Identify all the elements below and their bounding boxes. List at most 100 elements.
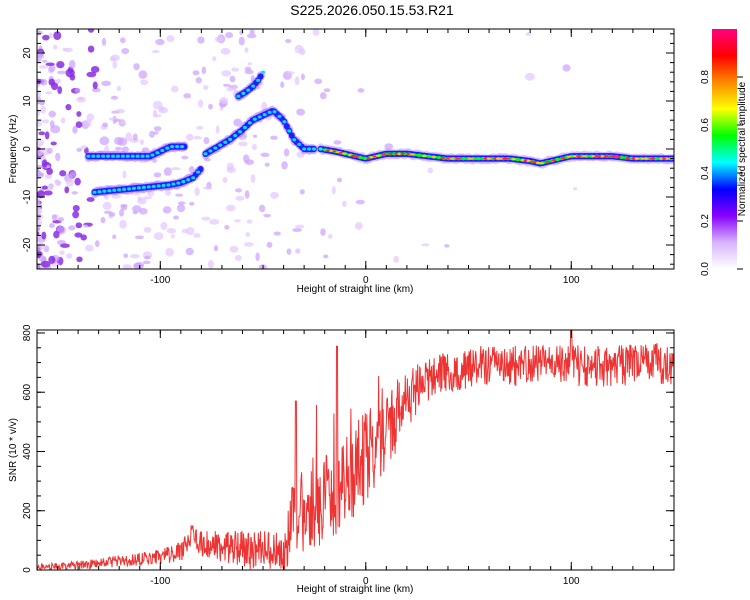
snr-y-label: SNR (10 * v/v): [8, 418, 19, 482]
noise-speckle: [119, 209, 124, 217]
noise-speckle: [37, 143, 41, 148]
noise-speckle: [222, 83, 231, 87]
noise-speckle: [40, 260, 51, 268]
noise-speckle: [116, 85, 122, 92]
noise-speckle: [110, 54, 120, 62]
noise-speckle: [102, 122, 108, 128]
zero-branch-left-core: [86, 154, 91, 158]
figure-title: S225.2026.050.15.53.R21: [290, 2, 454, 18]
lower-branch-core: [186, 178, 191, 182]
colorbar-tick-label: 0.2: [700, 214, 711, 228]
noise-speckle: [46, 167, 53, 175]
noise-speckle: [244, 66, 252, 72]
noise-speckle: [198, 99, 204, 108]
stable-tone-peak: [476, 157, 481, 160]
noise-speckle: [208, 103, 213, 110]
colorbar-tick-label: 0.6: [700, 118, 711, 132]
stable-tone-max: [582, 155, 588, 158]
noise-speckle: [132, 210, 138, 215]
noise-speckle: [40, 105, 46, 114]
noise-speckle: [153, 114, 162, 118]
rising-branch-core: [277, 114, 282, 118]
noise-speckle: [250, 174, 256, 183]
noise-speckle: [134, 235, 145, 240]
noise-speckle: [149, 130, 155, 138]
noise-speckle: [181, 155, 189, 160]
stable-tone-max: [440, 157, 446, 159]
noise-speckle: [39, 245, 49, 250]
noise-speckle: [243, 242, 254, 247]
noise-speckle: [176, 204, 186, 213]
noise-speckle: [138, 70, 148, 79]
noise-speckle: [65, 104, 72, 111]
noise-speckle: [185, 133, 194, 141]
noise-speckle: [300, 73, 305, 81]
stable-tone-max: [566, 155, 572, 158]
noise-speckle: [86, 197, 95, 202]
stable-tone-max: [431, 155, 436, 158]
stable-tone-max: [375, 154, 381, 157]
noise-speckle: [69, 73, 76, 81]
noise-speckle: [247, 62, 252, 66]
upper-branch-core: [261, 70, 266, 74]
noise-speckle: [221, 70, 232, 77]
noise-speckle: [115, 146, 122, 151]
noise-speckle: [323, 88, 331, 93]
lower-branch-core: [117, 188, 122, 192]
stable-tone-max: [643, 157, 649, 160]
noise-speckle: [225, 204, 236, 212]
noise-speckle: [100, 216, 106, 224]
rising-branch-core: [247, 121, 252, 125]
noise-speckle: [37, 90, 42, 99]
stable-tone-max: [449, 157, 455, 160]
noise-speckle: [354, 222, 363, 230]
noise-speckle: [37, 190, 45, 199]
stable-tone-peak: [479, 157, 485, 160]
noise-speckle: [68, 59, 76, 69]
rising-branch-core: [282, 120, 287, 124]
snr-ticks: -100 0 100 0 200 400 600 800: [22, 324, 675, 587]
noise-speckle: [80, 145, 87, 150]
zero-branch-left-body: [181, 143, 188, 150]
colorbar: 0.0 0.2 0.4 0.6 0.8 Normalized spectral ampl…: [700, 29, 748, 276]
noise-speckle: [72, 125, 78, 134]
rising-branch-core: [297, 142, 302, 146]
noise-speckle: [55, 180, 61, 187]
rising-branch-core: [233, 133, 238, 138]
noise-speckle: [258, 204, 266, 213]
spectrogram-cells: [37, 29, 674, 269]
noise-speckle: [562, 64, 571, 72]
zero-branch-left-core: [91, 154, 96, 158]
upper-branch-core: [256, 78, 261, 82]
zero-branch-left-core: [120, 154, 125, 158]
noise-speckle: [421, 243, 430, 247]
noise-speckle: [219, 97, 229, 105]
noise-speckle: [220, 47, 231, 55]
noise-speckle: [71, 191, 78, 195]
lower-branch-core: [107, 189, 112, 193]
stable-tone-max: [551, 159, 557, 162]
colorbar-tick-label: 0.0: [700, 262, 711, 276]
spectrogram-x-tick-label: 100: [563, 275, 580, 286]
zero-branch-left-core: [106, 154, 111, 158]
noise-speckle: [115, 109, 126, 114]
lower-branch-core: [151, 184, 156, 189]
noise-speckle: [185, 247, 194, 256]
noise-speckle: [294, 76, 300, 86]
noise-speckle: [60, 117, 66, 124]
noise-speckle: [238, 141, 248, 147]
noise-speckle: [37, 149, 43, 157]
noise-speckle: [108, 117, 118, 121]
noise-speckle: [524, 72, 535, 81]
noise-speckle: [213, 245, 219, 252]
noise-speckle: [165, 189, 172, 196]
lower-branch-core: [161, 183, 166, 188]
stable-tone-max: [616, 155, 621, 158]
noise-speckle: [280, 81, 285, 89]
noise-speckle: [255, 252, 260, 262]
lower-branch-core: [141, 185, 146, 189]
noise-speckle: [87, 29, 95, 33]
